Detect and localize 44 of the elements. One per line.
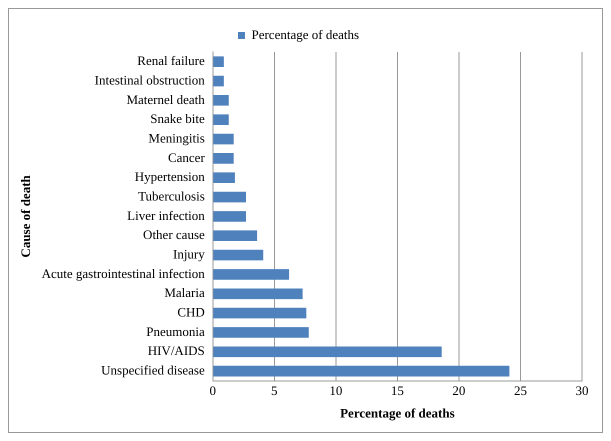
y-axis-title: Cause of death: [18, 174, 34, 258]
bar: [213, 366, 510, 376]
bar: [213, 56, 224, 67]
y-tick-label: Pneumonia: [146, 324, 205, 339]
bar: [213, 288, 303, 300]
bar: [213, 250, 264, 260]
x-tick-label: 10: [329, 383, 342, 398]
y-tick-label: Acute gastrointestinal infection: [42, 266, 206, 281]
y-tick-label: Unspecified disease: [101, 362, 205, 378]
bar: [213, 192, 246, 202]
y-tick-label: HIV/AIDS: [148, 343, 205, 358]
x-tick-label: 25: [514, 383, 527, 398]
y-tick-label: Malaria: [164, 285, 206, 300]
y-tick-label: Renal failure: [137, 53, 205, 68]
x-tick-label: 30: [576, 383, 588, 398]
y-tick-label: Cancer: [168, 150, 206, 165]
y-tick-label: Liver infection: [127, 208, 206, 223]
bar: [213, 346, 442, 358]
legend-label: Percentage of deaths: [251, 26, 360, 42]
bar: [213, 172, 235, 184]
x-tick-label: 20: [452, 383, 466, 398]
bar: [213, 327, 309, 338]
y-tick-label: Other cause: [143, 227, 205, 242]
x-tick-label: 15: [390, 383, 404, 398]
bar: [213, 211, 246, 222]
y-tick-label: Meningitis: [148, 130, 205, 146]
bar: [213, 269, 290, 280]
x-axis-title: Percentage of deaths: [340, 406, 455, 421]
bar: [213, 76, 224, 86]
y-tick-label: Snake bite: [150, 111, 205, 126]
y-tick-label: Hypertension: [134, 169, 206, 184]
y-tick-label: Tuberculosis: [138, 188, 205, 204]
y-tick-label: Maternel death: [126, 92, 206, 107]
x-tick-label: 0: [210, 383, 216, 398]
bar: [213, 95, 229, 106]
bar: [213, 230, 258, 242]
bar: [213, 153, 234, 164]
y-tick-label: CHD: [177, 304, 205, 320]
x-tick-label: 5: [271, 383, 278, 398]
bar: [213, 114, 229, 126]
y-tick-label: Injury: [172, 246, 206, 262]
bar: [213, 134, 234, 144]
y-tick-label: Intestinal obstruction: [94, 72, 206, 88]
bar: [213, 308, 306, 318]
